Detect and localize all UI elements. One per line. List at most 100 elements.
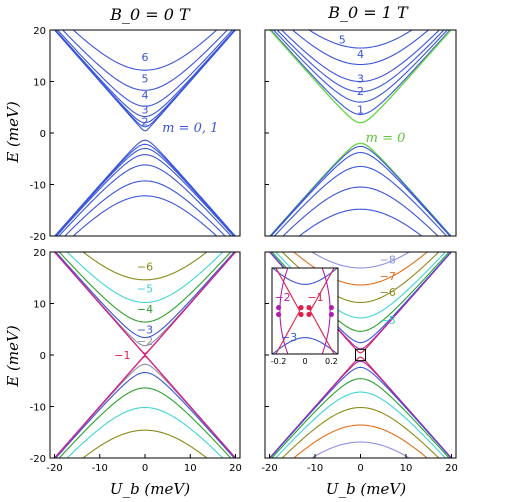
energy-level-upper <box>291 30 430 66</box>
inset-crossing-point <box>306 311 312 318</box>
inset-x-tick-label: 0 <box>302 357 307 366</box>
inset-crossing-point <box>298 304 304 311</box>
energy-level-upper <box>82 252 208 281</box>
inset-lines <box>272 268 338 354</box>
energy-level-upper <box>61 30 229 91</box>
y-tick-label: 0 <box>40 129 46 140</box>
x-tick-label: -10 <box>307 463 323 474</box>
level-label: 2 <box>142 116 149 129</box>
series-lines <box>269 30 452 236</box>
energy-level-upper <box>54 30 236 124</box>
title-top-right: B_0 = 1 T <box>327 3 409 22</box>
energy-level-upper <box>276 30 445 93</box>
level-label: −8 <box>380 254 396 267</box>
energy-level-lower <box>310 441 411 458</box>
level-annotation: m = 0 <box>366 131 406 146</box>
x-tick-label: -20 <box>261 463 277 474</box>
energy-level-upper <box>280 30 441 83</box>
energy-level-lower <box>54 147 236 236</box>
y-tick-label: 10 <box>33 300 46 311</box>
level-label: 1 <box>357 103 364 116</box>
level-label: 4 <box>142 89 149 102</box>
energy-level-lower <box>58 164 232 236</box>
energy-level-upper <box>66 252 224 304</box>
inset-crossing-point <box>298 311 304 318</box>
level-label: 2 <box>357 85 364 98</box>
panel-top-right: 54 32 1 m = 0 <box>264 29 457 237</box>
y-tick-label: 20 <box>33 248 46 259</box>
inset-level-label: −3 <box>281 331 297 344</box>
inset-crossing-point <box>328 311 334 318</box>
energy-level-upper <box>55 252 235 339</box>
energy-level-lower <box>54 143 236 236</box>
level-label: −4 <box>137 303 153 316</box>
inset-frame <box>271 267 339 355</box>
crossing-line-lower <box>53 354 237 458</box>
ylabel-top-left: E (meV) <box>4 101 22 164</box>
inset-side-line <box>279 268 289 354</box>
level-label: 4 <box>357 48 364 61</box>
y-tick-label: -20 <box>30 454 46 465</box>
energy-level-lower <box>58 387 232 458</box>
level-label: −2 <box>137 335 153 348</box>
x-tick-label: 10 <box>400 463 413 474</box>
y-tick-label: -10 <box>30 403 46 414</box>
level-label: 5 <box>339 33 346 46</box>
panel-bottom-left: −6 −5 −4 −3−2 −1 -20 -10 0 10 20 -20 -10 0 10 20 <box>30 248 242 474</box>
energy-level-lower <box>270 152 451 236</box>
inset-crossing-point <box>306 304 312 311</box>
inset-crossing-line <box>309 268 335 354</box>
inset-crossing-line <box>275 268 301 354</box>
energy-level-m0-upper <box>269 30 452 124</box>
energy-level-m0-lower <box>269 142 452 236</box>
xlabel-bottom-right: U_b (meV) <box>326 480 406 498</box>
level-label: 3 <box>357 72 364 85</box>
inset-level-upper <box>272 268 338 285</box>
inset-side-line <box>321 268 331 354</box>
energy-level-lower <box>82 429 208 458</box>
inset-level-lower <box>272 337 338 354</box>
energy-level-upper <box>58 252 232 323</box>
series-lines <box>53 252 237 458</box>
energy-level-lower <box>271 378 450 458</box>
energy-level-lower <box>269 366 452 458</box>
inset-level-label: −2 <box>274 291 290 304</box>
level-label: 3 <box>142 103 149 116</box>
energy-level-lower <box>273 165 448 236</box>
x-tick-label: 20 <box>229 463 242 474</box>
panel-top-left: 6 5 432 m = 0, 1 -20 -10 0 10 20 <box>30 26 241 243</box>
inset-crossing-point <box>276 304 282 311</box>
energy-level-lower <box>268 360 453 458</box>
level-label: 6 <box>142 51 149 64</box>
energy-level-lower <box>268 356 453 458</box>
zoom-region-box <box>354 348 367 362</box>
y-tick-label: 20 <box>33 26 46 37</box>
y-tick-label: 10 <box>33 78 46 89</box>
energy-level-lower <box>274 391 447 458</box>
level-annotation: m = 0, 1 <box>162 121 218 136</box>
energy-level-upper <box>310 252 411 269</box>
level-label: −5 <box>380 314 396 327</box>
x-tick-label: 0 <box>357 463 363 474</box>
energy-level-lower <box>72 195 218 236</box>
x-tick-label: 0 <box>142 463 148 474</box>
x-tick-label: 20 <box>445 463 458 474</box>
energy-level-lower <box>282 186 439 236</box>
energy-level-lower <box>298 208 423 236</box>
energy-level-lower <box>55 154 235 236</box>
x-tick-label: -10 <box>92 463 108 474</box>
inset-x-tick-label: -0.2 <box>271 357 287 366</box>
series-lines <box>53 30 237 236</box>
energy-level-upper <box>270 30 451 116</box>
energy-level-upper <box>54 30 236 118</box>
y-tick-label: -10 <box>30 181 46 192</box>
inset-zoom: −2 −1 −3 -0.2 0 0.2 <box>271 267 339 366</box>
inset-level-label: −1 <box>307 291 323 304</box>
title-top-left: B_0 = 0 T <box>109 5 191 24</box>
xlabel-bottom-left: U_b (meV) <box>110 480 190 498</box>
inset-crossing-point <box>328 304 334 311</box>
energy-level-lower <box>66 406 224 458</box>
level-label: −5 <box>137 283 153 296</box>
level-label: −6 <box>137 260 153 273</box>
